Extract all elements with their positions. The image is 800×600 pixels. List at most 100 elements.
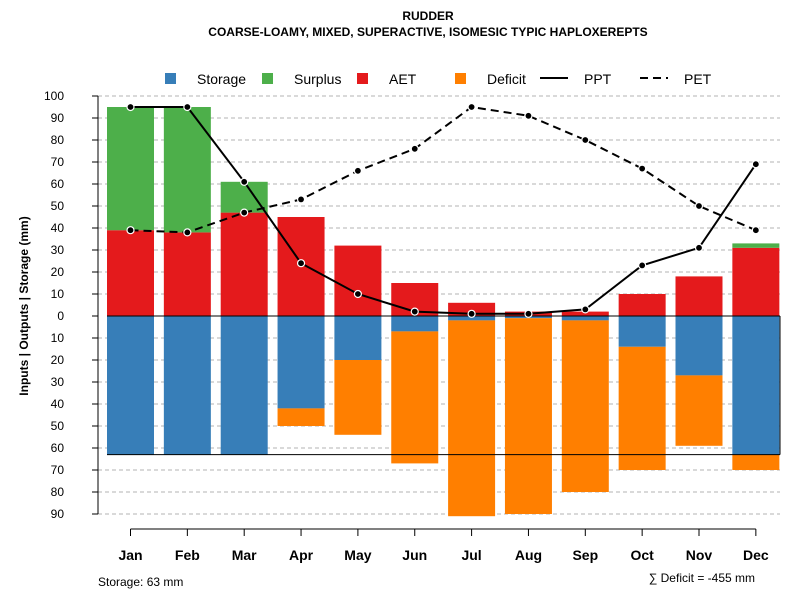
y-tick-label: 100 [44, 89, 64, 103]
y-tick-label: 40 [51, 397, 65, 411]
surplus-bar [220, 181, 268, 213]
pet-point [183, 228, 192, 237]
legend-deficit-label: Deficit [487, 71, 526, 87]
y-tick-label: 80 [51, 133, 65, 147]
legend-surplus-label: Surplus [294, 71, 341, 87]
y-tick-label: 50 [51, 419, 65, 433]
aet-bar [334, 245, 382, 316]
legend-pet-label: PET [684, 71, 712, 87]
y-tick-label: 90 [51, 111, 65, 125]
pet-point [638, 164, 647, 173]
y-tick-label: 0 [57, 309, 64, 323]
y-tick-label: 60 [51, 441, 65, 455]
y-tick-label: 30 [51, 375, 65, 389]
pet-point [524, 111, 533, 120]
x-tick-label: Feb [175, 547, 200, 563]
gridlines [98, 95, 780, 515]
storage-bar [334, 316, 382, 360]
ppt-point [467, 309, 476, 318]
deficit-bar [391, 331, 439, 464]
x-tick-label: May [344, 547, 371, 563]
aet-bar [732, 247, 780, 316]
legend-storage-swatch [165, 73, 176, 84]
storage-frame [107, 315, 781, 456]
pet-point [581, 135, 590, 145]
y-tick-label: 10 [51, 287, 65, 301]
ppt-point [638, 261, 647, 270]
deficit-bar [561, 320, 609, 492]
deficit-footnote: ∑ Deficit = -455 mm [649, 571, 755, 585]
x-tick-label: Aug [515, 547, 542, 563]
ppt-point [240, 177, 249, 186]
aet-bar [220, 212, 268, 316]
ppt-point [524, 309, 533, 318]
storage-bar [618, 316, 666, 347]
deficit-bar [334, 360, 382, 435]
ppt-point [296, 259, 306, 268]
y-tick-label: 20 [51, 265, 65, 279]
x-tick-label: Nov [686, 547, 713, 563]
chart-subtitle: COARSE-LOAMY, MIXED, SUPERACTIVE, ISOMES… [208, 25, 647, 39]
aet-bar [107, 230, 154, 316]
ppt-point [353, 289, 362, 299]
legend: Storage Surplus AET Deficit PPT PET [165, 71, 712, 87]
y-tick-label: 70 [51, 155, 65, 169]
storage-bar [561, 316, 609, 321]
x-tick-label: Oct [630, 547, 654, 563]
storage-bar [448, 316, 496, 321]
legend-aet-label: AET [389, 71, 417, 87]
pet-point [467, 102, 476, 112]
storage-bar [391, 316, 439, 332]
storage-bar [107, 316, 154, 455]
pet-point [353, 166, 362, 175]
ppt-point [183, 102, 192, 112]
x-tick-label: Jun [402, 547, 427, 563]
surplus-bar [107, 107, 154, 231]
storage-bar [220, 316, 268, 455]
aet-bar [618, 294, 666, 316]
y-axis-label: Inputs | Outputs | Storage (mm) [17, 216, 31, 395]
storage-bar [732, 316, 780, 455]
deficit-bar [732, 454, 780, 470]
aet-bar [561, 311, 609, 316]
pet-point [694, 201, 704, 211]
deficit-bar [277, 408, 325, 426]
pet-line [130, 105, 757, 234]
ppt-line [130, 106, 757, 315]
deficit-bar [504, 318, 552, 514]
legend-aet-swatch [357, 73, 368, 84]
deficit-bar [618, 346, 666, 470]
ppt-point [410, 307, 419, 316]
aet-bar [675, 276, 723, 316]
x-tick-label: Apr [289, 547, 314, 563]
y-tick-label: 70 [51, 463, 65, 477]
x-axis: Jan Feb Mar Apr May Jun Jul Aug Sep Oct Nov Dec [118, 528, 769, 563]
x-tick-label: Dec [743, 547, 769, 563]
storage-bar [163, 316, 211, 455]
x-tick-label: Sep [572, 547, 598, 563]
legend-ppt-label: PPT [584, 71, 612, 87]
deficit-bar [448, 320, 496, 517]
y-tick-label: 90 [51, 507, 65, 521]
lines [126, 102, 760, 318]
x-tick-label: Mar [232, 547, 257, 563]
y-tick-label: 10 [51, 331, 65, 345]
y-tick-label: 20 [51, 353, 65, 367]
bars [107, 107, 780, 517]
legend-deficit-swatch [455, 73, 466, 84]
y-axis: 0 10 20 30 40 50 60 70 80 90 100 10 20 30 40 50 60 70 80 90 [44, 89, 99, 521]
y-tick-label: 40 [51, 221, 65, 235]
pet-point [751, 226, 760, 235]
legend-surplus-swatch [262, 73, 273, 84]
storage-footnote: Storage: 63 mm [98, 575, 183, 589]
aet-bar [163, 232, 211, 316]
ppt-point [581, 305, 590, 314]
storage-bar [675, 316, 723, 376]
y-tick-label: 80 [51, 485, 65, 499]
y-tick-label: 30 [51, 243, 65, 257]
ppt-point [126, 102, 135, 112]
x-tick-label: Jan [118, 547, 142, 563]
y-tick-label: 60 [51, 177, 65, 191]
pet-point [296, 195, 306, 204]
